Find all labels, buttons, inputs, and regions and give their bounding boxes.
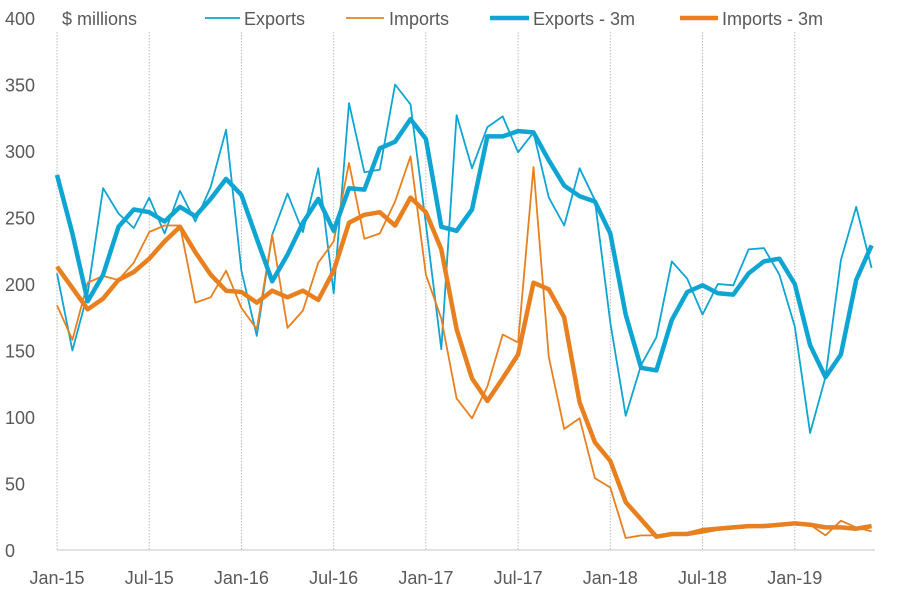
legend-label-imports: Imports xyxy=(389,9,449,29)
series-line-exports-3m xyxy=(54,116,874,380)
x-tick-label: Jul-18 xyxy=(678,568,727,588)
x-tick-label: Jan-19 xyxy=(767,568,822,588)
x-tick-label: Jan-15 xyxy=(29,568,84,588)
x-axis-ticks: Jan-15 Jul-15 Jan-16 Jul-16 Jan-17 Jul-17 Jan-… xyxy=(29,568,822,588)
y-tick-label: 0 xyxy=(5,541,15,561)
series-line-exports xyxy=(56,83,873,434)
x-tick-label: Jan-18 xyxy=(583,568,638,588)
y-axis-ticks: 0 50 100 150 200 250 300 350 400 xyxy=(5,9,35,561)
series-lines xyxy=(54,83,874,539)
y-tick-label: 350 xyxy=(5,76,35,96)
legend-label-exports: Exports xyxy=(244,9,305,29)
y-tick-label: 50 xyxy=(5,475,25,495)
y-tick-label: 300 xyxy=(5,142,35,162)
legend: Exports Imports Exports - 3m Imports - 3… xyxy=(205,9,823,29)
y-tick-label: 200 xyxy=(5,275,35,295)
y-axis-unit-label: $ millions xyxy=(62,9,137,29)
series-line-imports-3m xyxy=(55,195,872,539)
y-tick-label: 400 xyxy=(5,9,35,29)
y-tick-label: 100 xyxy=(5,408,35,428)
x-tick-label: Jan-16 xyxy=(214,568,269,588)
gridlines xyxy=(56,32,875,551)
x-tick-label: Jul-15 xyxy=(125,568,174,588)
x-tick-label: Jul-17 xyxy=(494,568,543,588)
y-tick-label: 150 xyxy=(5,342,35,362)
x-tick-label: Jan-17 xyxy=(398,568,453,588)
x-tick-label: Jul-16 xyxy=(309,568,358,588)
legend-label-imports-3m: Imports - 3m xyxy=(722,9,823,29)
y-tick-label: 250 xyxy=(5,209,35,229)
legend-label-exports-3m: Exports - 3m xyxy=(533,9,635,29)
